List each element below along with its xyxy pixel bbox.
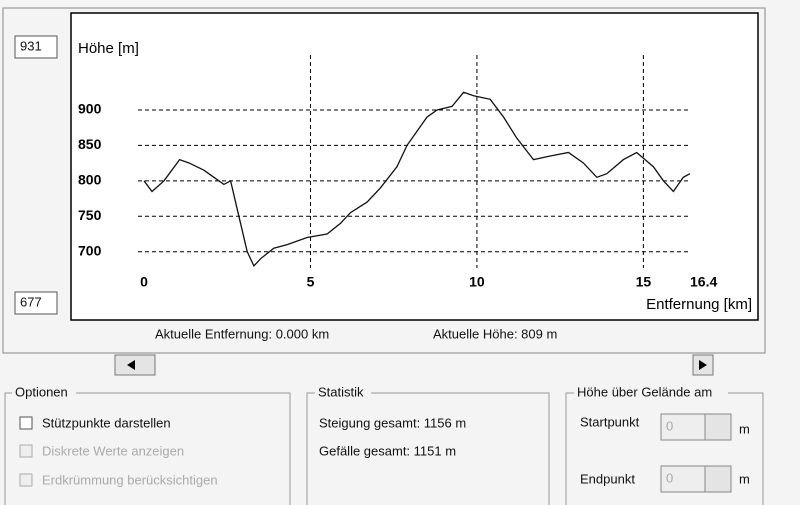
x-axis-label: Entfernung [km] (646, 296, 752, 313)
unit: m (739, 421, 750, 436)
end-input (660, 465, 706, 493)
checkbox (19, 473, 33, 487)
plot: 700 750 800 850 900 0 5 10 15 16.4 (78, 55, 717, 290)
max-box (14, 35, 58, 59)
x-tick-label: 15 (636, 274, 652, 290)
y-tick-label: 700 (78, 242, 102, 258)
status-distance: Aktuelle Entfernung: 0.000 km (155, 326, 329, 341)
height-title: Höhe über Gelände am (577, 384, 712, 399)
options-title-bg (12, 385, 76, 401)
options-title: Optionen (15, 384, 68, 399)
end-label: Endpunkt (580, 471, 635, 486)
min-box (14, 291, 58, 315)
y-axis-label: Höhe [m] (78, 40, 139, 57)
start-input (660, 413, 706, 441)
x-tick-label: 10 (469, 274, 485, 290)
y-tick-label: 900 (78, 101, 102, 117)
y-tick-label: 750 (78, 207, 102, 223)
options-group (4, 392, 291, 505)
end-value: 0 (666, 470, 673, 485)
statistic: Gefälle gesamt: 1151 m (319, 443, 456, 458)
chart-panel (2, 7, 766, 354)
max-value: 931 (20, 38, 42, 53)
start-value: 0 (666, 418, 673, 433)
arrow-left (127, 360, 135, 370)
y-tick-label: 800 (78, 172, 102, 188)
start-label: Startpunkt (580, 414, 640, 429)
x-tick-label: 5 (307, 274, 315, 290)
status-height: Aktuelle Höhe: 809 m (433, 326, 557, 341)
spinner (704, 413, 732, 441)
statistics-group (306, 392, 550, 505)
checkbox (19, 444, 33, 458)
x-tick-label: 16.4 (690, 274, 717, 290)
checkbox[interactable] (19, 416, 33, 430)
statistics-title-bg (315, 385, 371, 401)
option-label: Diskrete Werte anzeigen (42, 443, 184, 458)
min-value: 677 (20, 294, 42, 309)
statistic: Steigung gesamt: 1156 m (319, 415, 466, 430)
height-title-bg (574, 385, 728, 401)
spinner (704, 465, 732, 493)
unit: m (739, 471, 750, 486)
x-tick-label: 0 (140, 274, 148, 290)
option-label: Erdkrümmung berücksichtigen (42, 472, 218, 487)
arrow-right (699, 360, 707, 370)
y-tick-label: 850 (78, 136, 102, 152)
option-label: Stützpunkte darstellen (42, 415, 171, 430)
elevation-line (143, 91, 691, 268)
statistics-title: Statistik (318, 384, 364, 399)
